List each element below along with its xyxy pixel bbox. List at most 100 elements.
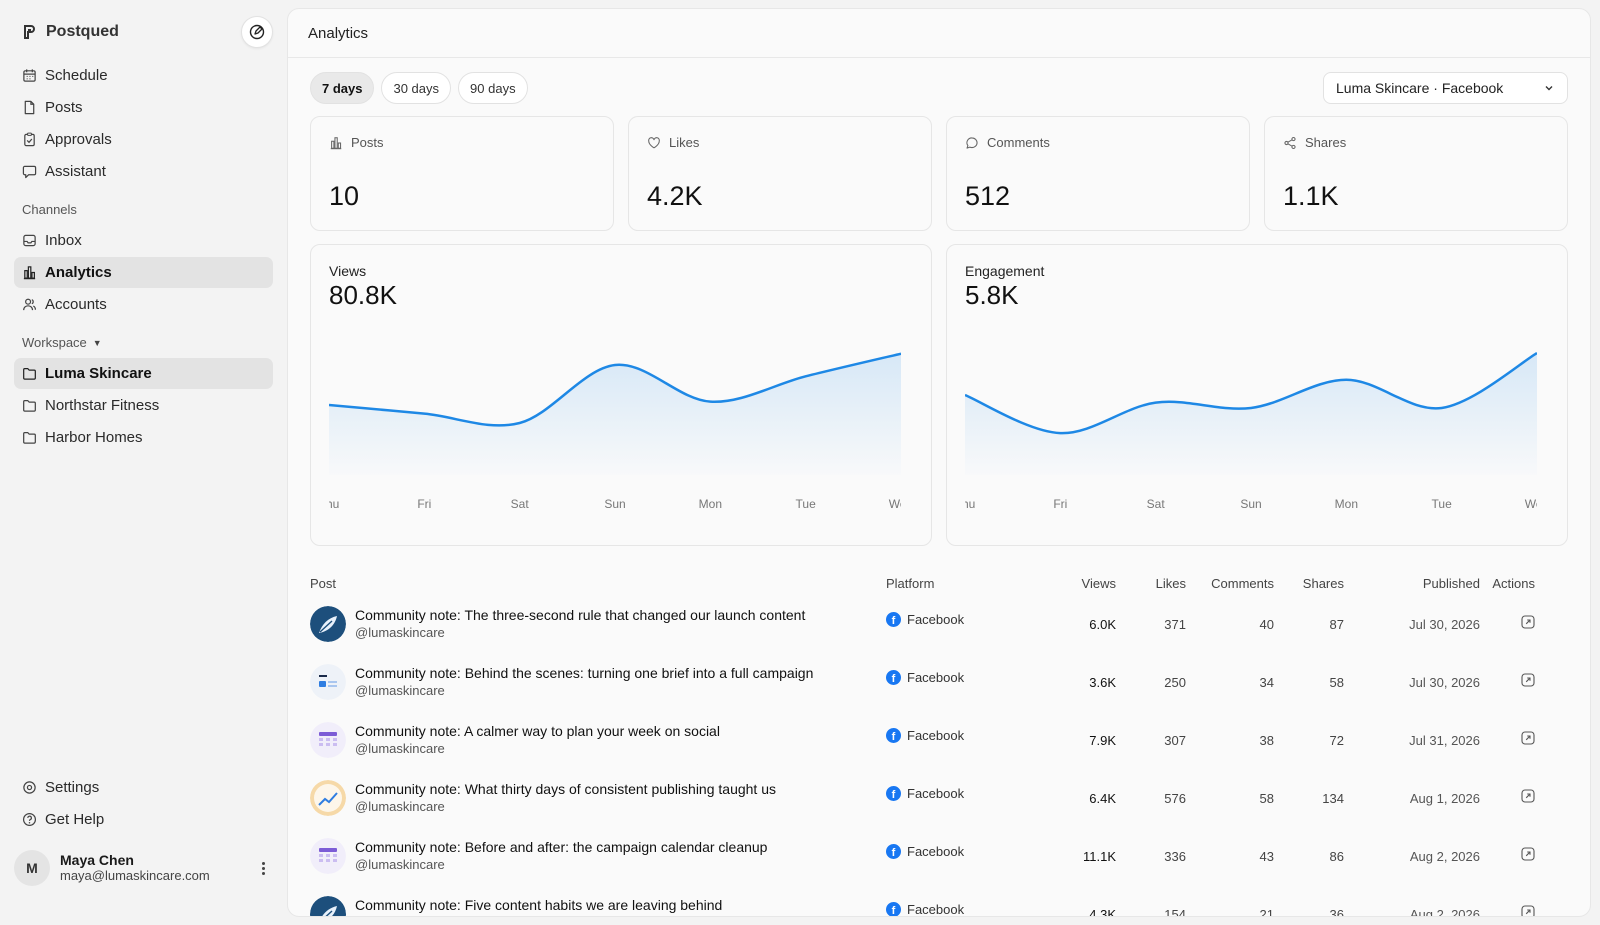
share-icon: [1284, 136, 1296, 149]
workspace-item-luma-skincare[interactable]: Luma Skincare: [14, 358, 273, 389]
post-cell: Community note: Behind the scenes: turni…: [310, 664, 886, 700]
nav-item-approvals[interactable]: Approvals: [14, 124, 273, 155]
post-cell: Community note: A calmer way to plan you…: [310, 722, 886, 758]
nav-item-analytics[interactable]: Analytics: [14, 257, 273, 288]
nav-item-settings[interactable]: Settings: [14, 772, 273, 803]
nav-item-label: Assistant: [45, 163, 106, 180]
post-thumbnail: [310, 606, 346, 642]
column-header-platform[interactable]: Platform: [886, 575, 935, 591]
post-handle: @lumaskincare: [355, 625, 445, 641]
table-row[interactable]: Community note: The three-second rule th…: [310, 595, 1568, 653]
comments-cell: 34: [1259, 674, 1274, 690]
stat-value: 512: [965, 181, 1011, 211]
help-circle-icon: [22, 812, 37, 827]
stat-value: 1.1K: [1283, 181, 1339, 211]
shares-cell: 86: [1329, 848, 1344, 864]
column-header-published[interactable]: Published: [1422, 575, 1480, 591]
published-cell: Aug 2, 2026: [1409, 906, 1480, 917]
column-header-views[interactable]: Views: [1081, 575, 1116, 591]
published-cell: Jul 30, 2026: [1409, 616, 1480, 632]
nav-item-assistant[interactable]: Assistant: [14, 156, 273, 187]
platform-badge: f Facebook: [886, 901, 1036, 916]
post-title[interactable]: Community note: What thirty days of cons…: [355, 781, 776, 798]
post-title[interactable]: Community note: Before and after: the ca…: [355, 839, 768, 856]
column-header-likes[interactable]: Likes: [1155, 575, 1186, 591]
nav-item-get-help[interactable]: Get Help: [14, 804, 273, 835]
avatar: M: [14, 850, 50, 886]
nav-item-posts[interactable]: Posts: [14, 92, 273, 123]
range-30-days-button[interactable]: 30 days: [381, 72, 452, 104]
workspace-section-label[interactable]: Workspace ▼: [14, 335, 273, 350]
range-90-days-button[interactable]: 90 days: [458, 72, 528, 104]
nav-item-label: Get Help: [45, 811, 105, 828]
column-header-post[interactable]: Post: [310, 575, 337, 591]
post-handle: @lumaskincare: [355, 741, 445, 757]
file-icon: [24, 100, 35, 115]
post-cell: Community note: What thirty days of cons…: [310, 780, 886, 816]
nav-item-inbox[interactable]: Inbox: [14, 225, 273, 256]
user-name: Maya Chen: [60, 852, 134, 869]
nav-item-accounts[interactable]: Accounts: [14, 289, 273, 320]
range-7-days-button[interactable]: 7 days: [310, 72, 375, 104]
post-title[interactable]: Community note: A calmer way to plan you…: [355, 723, 720, 740]
platform-cell: f Facebook: [886, 901, 1036, 916]
compose-icon: [249, 24, 265, 40]
open-external-icon[interactable]: [1521, 904, 1535, 918]
user-info: Maya Chen maya@lumaskincare.com: [60, 852, 243, 883]
calendar-icon: [23, 69, 36, 82]
post-handle: @lumaskincare: [355, 799, 445, 815]
stat-label: Likes: [647, 135, 913, 150]
shares-cell: 36: [1329, 906, 1344, 917]
nav-item-label: Accounts: [45, 296, 107, 313]
caret-down-icon: ▼: [92, 337, 102, 348]
shares-cell: 87: [1329, 616, 1344, 632]
post-handle: @lumaskincare: [355, 915, 722, 916]
account-select[interactable]: Luma Skincare · Facebook: [1323, 72, 1568, 104]
open-external-icon[interactable]: [1521, 788, 1535, 803]
compose-button[interactable]: [241, 16, 273, 48]
workspace-item-harbor-homes[interactable]: Harbor Homes: [14, 422, 273, 453]
actions-cell: [1480, 730, 1543, 750]
stat-card-posts: Posts 10: [310, 116, 614, 231]
stat-label: Comments: [965, 135, 1231, 150]
table-row[interactable]: Community note: Five content habits we a…: [310, 885, 1568, 918]
table-row[interactable]: Community note: Before and after: the ca…: [310, 827, 1568, 885]
post-title[interactable]: Community note: Five content habits we a…: [355, 897, 723, 914]
table-row[interactable]: Community note: Behind the scenes: turni…: [310, 653, 1568, 711]
table-row[interactable]: Community note: What thirty days of cons…: [310, 769, 1568, 827]
post-title[interactable]: Community note: Behind the scenes: turni…: [355, 665, 814, 682]
x-tick-label: Fri: [417, 497, 431, 511]
likes-cell: 307: [1164, 732, 1186, 748]
platform-cell: f Facebook: [886, 727, 1036, 743]
platform-badge: f Facebook: [886, 727, 1036, 743]
post-cell: Community note: The three-second rule th…: [310, 606, 886, 642]
more-options-icon[interactable]: [253, 861, 273, 875]
column-header-shares[interactable]: Shares: [1302, 575, 1344, 591]
clipboard-check-icon: [24, 132, 35, 147]
nav-item-schedule[interactable]: Schedule: [14, 60, 273, 91]
brand-logo[interactable]: Postqued: [22, 23, 119, 41]
user-card[interactable]: M Maya Chen maya@lumaskincare.com: [8, 843, 279, 893]
nav-item-label: Northstar Fitness: [45, 397, 160, 414]
views-cell: 6.4K: [1089, 790, 1116, 806]
open-external-icon[interactable]: [1521, 730, 1535, 745]
actions-cell: [1480, 788, 1543, 808]
views-cell: 3.6K: [1089, 674, 1116, 690]
brand-name: Postqued: [46, 23, 119, 40]
workspace-item-northstar-fitness[interactable]: Northstar Fitness: [14, 390, 273, 421]
platform-badge: f Facebook: [886, 785, 1036, 801]
platform-cell: f Facebook: [886, 785, 1036, 801]
column-header-comments[interactable]: Comments: [1211, 575, 1274, 591]
open-external-icon[interactable]: [1521, 672, 1535, 687]
open-external-icon[interactable]: [1521, 614, 1535, 629]
actions-cell: [1480, 614, 1543, 634]
stat-label: Posts: [329, 135, 595, 150]
likes-cell: 250: [1164, 674, 1186, 690]
date-range-group: 7 days 30 days 90 days: [310, 72, 528, 104]
open-external-icon[interactable]: [1521, 846, 1535, 861]
published-cell: Jul 30, 2026: [1409, 674, 1480, 690]
inbox-icon: [23, 234, 36, 247]
series-line: [329, 352, 901, 427]
table-row[interactable]: Community note: A calmer way to plan you…: [310, 711, 1568, 769]
post-title[interactable]: Community note: The three-second rule th…: [355, 607, 806, 624]
